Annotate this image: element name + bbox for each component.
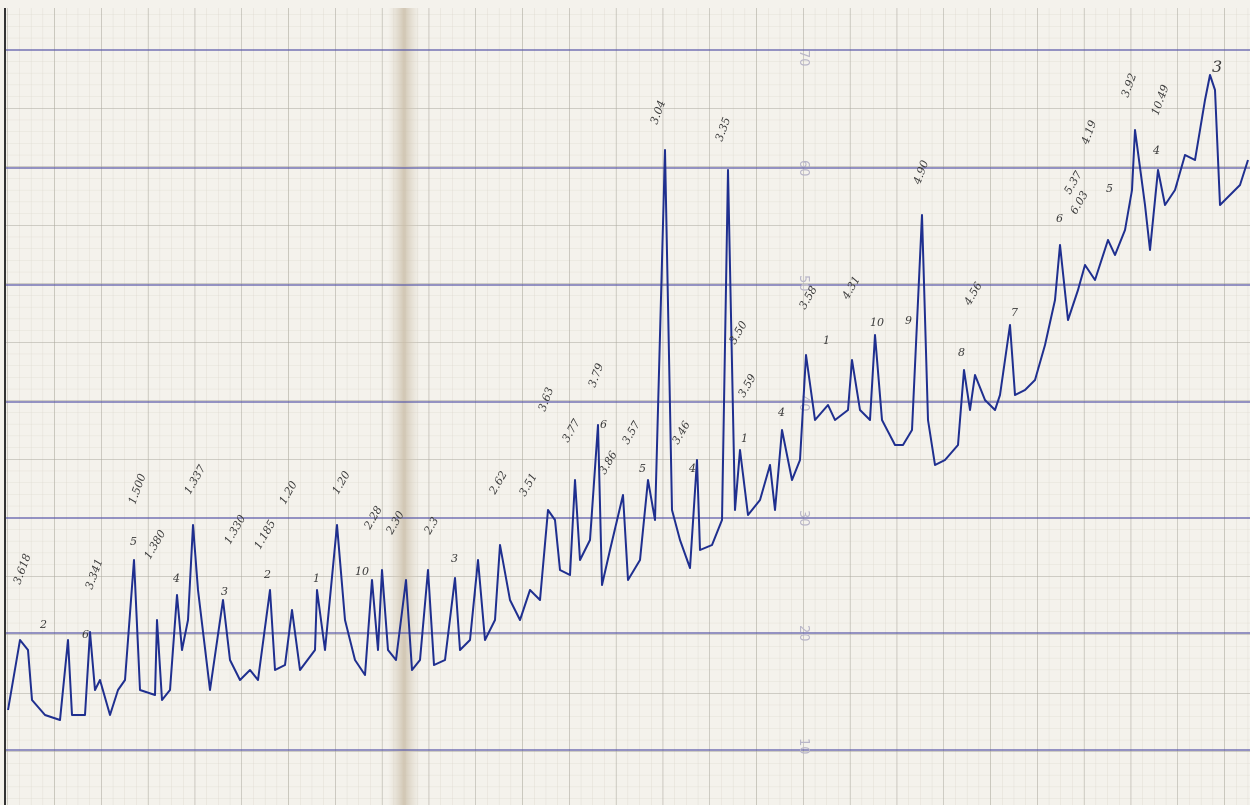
- paper-fold: [388, 8, 420, 805]
- scale-label: 20: [796, 625, 811, 642]
- grid: [5, 8, 1250, 805]
- annotation: 3: [451, 552, 458, 565]
- annotation: 4: [688, 462, 696, 475]
- scale-label: 10: [796, 738, 811, 755]
- annotation: 10: [870, 316, 884, 329]
- scale-label: 70: [796, 50, 811, 67]
- annotation: 6: [1056, 212, 1063, 225]
- annotation: 9: [905, 314, 912, 327]
- scale-label: 50: [796, 275, 811, 292]
- annotation: 1: [823, 334, 830, 347]
- annotation: 5: [130, 535, 137, 548]
- annotation: 6: [82, 628, 89, 641]
- annotation: 6: [600, 418, 607, 431]
- scale-label: 30: [796, 510, 811, 527]
- scale-labels: 70 60 50 40 30 20 10: [796, 50, 811, 755]
- annotation: 3: [1212, 57, 1222, 76]
- annotation: 4: [1152, 144, 1160, 157]
- annotation: 7: [1011, 306, 1018, 319]
- major-grid: [5, 49, 1250, 751]
- annotation: 1: [741, 432, 748, 445]
- annotation: 1: [313, 572, 320, 585]
- trace: [7, 74, 1249, 721]
- annotation: 2: [263, 568, 271, 581]
- annotation: 5: [639, 462, 646, 475]
- annotation: 5: [1106, 182, 1113, 195]
- annotation: 4: [777, 406, 785, 419]
- annotation: 3: [221, 585, 228, 598]
- annotation: 8: [958, 346, 965, 359]
- annotation: 10: [355, 565, 369, 578]
- annotation: 2: [39, 618, 47, 631]
- scale-label: 60: [796, 160, 811, 177]
- annotation: 4: [172, 572, 180, 585]
